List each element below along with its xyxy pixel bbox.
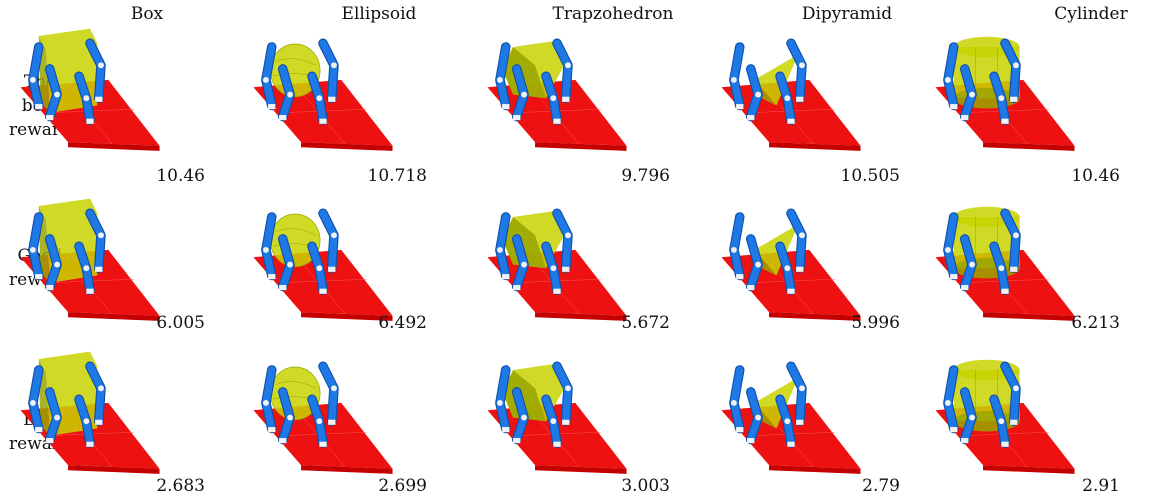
simulation-render: [721, 361, 861, 474]
reward-value: 10.46: [156, 166, 205, 186]
simulation-render: [253, 208, 393, 321]
simulation-render: [487, 38, 627, 151]
reward-value: 5.996: [851, 313, 900, 333]
reward-value: 10.505: [840, 166, 900, 186]
render-box-row2: [5, 195, 175, 327]
simulation-render: [20, 198, 160, 321]
reward-value: 6.492: [378, 313, 427, 333]
reward-value: 2.699: [378, 476, 427, 496]
simulation-render: [487, 208, 627, 321]
simulation-render: [487, 361, 627, 474]
reward-value: 3.003: [621, 476, 670, 496]
reward-value: 6.213: [1071, 313, 1120, 333]
render-box-row3: [5, 348, 175, 480]
render-ellipsoid-row1: [238, 25, 408, 157]
render-ellipsoid-row2: [238, 195, 408, 327]
column-header-trapzohedron: Trapzohedron: [552, 4, 674, 24]
reward-value: 10.46: [1071, 166, 1120, 186]
simulation-render: [935, 36, 1075, 151]
column-header-ellipsoid: Ellipsoid: [341, 4, 417, 24]
column-header-box: Box: [130, 4, 164, 24]
reward-value: 5.672: [621, 313, 670, 333]
simulation-render: [935, 206, 1075, 321]
render-cylinder-row2: [920, 195, 1090, 327]
render-cylinder-row1: [920, 25, 1090, 157]
render-trap-row3: [472, 348, 642, 480]
column-header-dipyramid: Dipyramid: [801, 4, 893, 24]
render-cylinder-row3: [920, 348, 1090, 480]
simulation-render: [721, 208, 861, 321]
render-dipyramid-row2: [706, 195, 876, 327]
simulation-render: [253, 38, 393, 151]
render-dipyramid-row1: [706, 25, 876, 157]
reward-value: 9.796: [621, 166, 670, 186]
render-box-row1: [5, 25, 175, 157]
column-header-cylinder: Cylinder: [1054, 4, 1128, 24]
render-trap-row1: [472, 25, 642, 157]
simulation-render: [721, 38, 861, 151]
simulation-render: [253, 361, 393, 474]
reward-value: 10.718: [367, 166, 427, 186]
render-trap-row2: [472, 195, 642, 327]
simulation-render: [20, 351, 160, 474]
reward-value: 2.91: [1082, 476, 1120, 496]
reward-value: 6.005: [156, 313, 205, 333]
render-dipyramid-row3: [706, 348, 876, 480]
reward-value: 2.683: [156, 476, 205, 496]
simulation-render: [935, 359, 1075, 474]
reward-value: 2.79: [862, 476, 900, 496]
render-ellipsoid-row3: [238, 348, 408, 480]
simulation-render: [20, 28, 160, 151]
